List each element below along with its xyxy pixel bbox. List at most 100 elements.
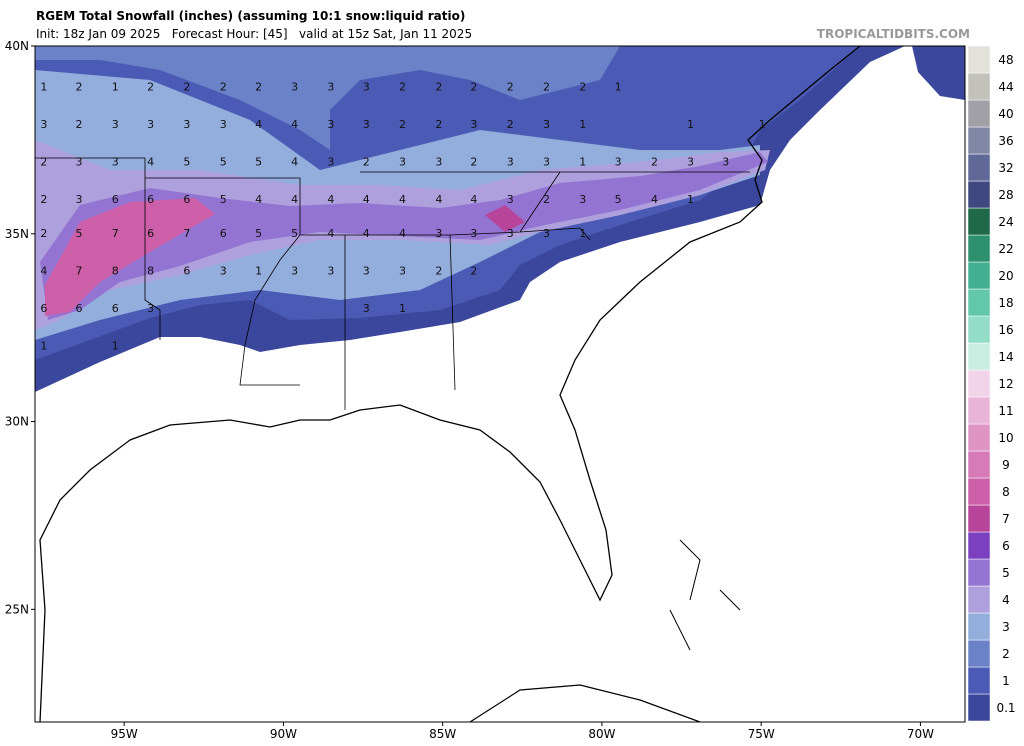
snow-value: 3 bbox=[363, 302, 370, 315]
snow-value: 5 bbox=[615, 193, 622, 206]
snow-value: 3 bbox=[291, 80, 298, 93]
snow-value: 7 bbox=[75, 264, 82, 277]
snow-value: 4 bbox=[363, 193, 370, 206]
snow-value: 3 bbox=[40, 118, 47, 131]
snow-value: 4 bbox=[255, 118, 262, 131]
snow-value: 2 bbox=[75, 80, 82, 93]
snow-value: 2 bbox=[399, 118, 406, 131]
snow-value: 2 bbox=[543, 193, 550, 206]
snow-value: 3 bbox=[399, 155, 406, 168]
snow-value: 1 bbox=[40, 339, 47, 352]
cuba bbox=[469, 684, 701, 722]
snow-value: 3 bbox=[399, 264, 406, 277]
snow-value: 1 bbox=[687, 118, 694, 131]
snow-value: 4 bbox=[327, 193, 334, 206]
snow-value: 3 bbox=[183, 118, 190, 131]
snow-value: 6 bbox=[147, 193, 154, 206]
colorbar-label: 24 bbox=[998, 215, 1013, 229]
snow-value: 4 bbox=[291, 118, 298, 131]
snow-value: 3 bbox=[470, 118, 477, 131]
snow-value: 1 bbox=[40, 80, 47, 93]
colorbar-box bbox=[967, 342, 991, 371]
colorbar-label: 6 bbox=[1002, 539, 1010, 553]
colorbar-box bbox=[967, 99, 991, 128]
snow-value: 5 bbox=[220, 155, 227, 168]
snow-value: 2 bbox=[183, 80, 190, 93]
lon-tick-label: 95W bbox=[111, 727, 138, 741]
colorbar-box bbox=[967, 693, 991, 722]
snow-value: 1 bbox=[579, 155, 586, 168]
colorbar-box bbox=[967, 288, 991, 317]
colorbar-label: 3 bbox=[1002, 620, 1010, 634]
snow-value: 3 bbox=[507, 227, 514, 240]
snow-value: 2 bbox=[40, 155, 47, 168]
colorbar-box bbox=[967, 207, 991, 236]
colorbar: 0.11234567891011121416182022242832364044… bbox=[967, 45, 1016, 722]
snow-band-7-east bbox=[485, 205, 525, 232]
lat-tick-label: 25N bbox=[5, 602, 29, 616]
snow-value: 6 bbox=[147, 227, 154, 240]
colorbar-box bbox=[967, 396, 991, 425]
colorbar-label: 11 bbox=[998, 404, 1013, 418]
snow-band-ocean bbox=[912, 46, 965, 100]
colorbar-box bbox=[967, 558, 991, 587]
snow-value: 3 bbox=[363, 264, 370, 277]
snow-value: 3 bbox=[579, 193, 586, 206]
snow-value: 3 bbox=[327, 118, 334, 131]
snow-value: 7 bbox=[112, 227, 119, 240]
snow-value: 2 bbox=[579, 80, 586, 93]
snow-value: 8 bbox=[112, 264, 119, 277]
snow-value: 3 bbox=[435, 227, 442, 240]
colorbar-box bbox=[967, 477, 991, 506]
snow-value: 2 bbox=[470, 80, 477, 93]
snow-value: 2 bbox=[507, 118, 514, 131]
snow-value: 5 bbox=[255, 155, 262, 168]
snow-value: 6 bbox=[75, 302, 82, 315]
snow-value: 6 bbox=[183, 264, 190, 277]
snow-value: 3 bbox=[220, 118, 227, 131]
snow-value: 2 bbox=[651, 155, 658, 168]
snow-value: 2 bbox=[470, 155, 477, 168]
snow-value: 3 bbox=[687, 155, 694, 168]
snow-value: 1 bbox=[399, 302, 406, 315]
colorbar-box bbox=[967, 423, 991, 452]
snow-value: 5 bbox=[75, 227, 82, 240]
snow-value: 3 bbox=[435, 155, 442, 168]
snow-value: 3 bbox=[507, 155, 514, 168]
colorbar-label: 9 bbox=[1002, 458, 1010, 472]
snow-value: 2 bbox=[507, 80, 514, 93]
snow-value: 2 bbox=[40, 227, 47, 240]
colorbar-box bbox=[967, 666, 991, 695]
snow-value: 6 bbox=[220, 227, 227, 240]
snow-value: 2 bbox=[147, 80, 154, 93]
lon-tick-label: 85W bbox=[429, 727, 456, 741]
snow-value: 3 bbox=[220, 264, 227, 277]
snow-value: 3 bbox=[112, 155, 119, 168]
snow-value: 1 bbox=[615, 80, 622, 93]
snow-value: 5 bbox=[183, 155, 190, 168]
snow-band-7 bbox=[45, 198, 215, 316]
snow-value: 2 bbox=[399, 80, 406, 93]
colorbar-box bbox=[967, 450, 991, 479]
state-lines bbox=[35, 157, 750, 410]
snow-value: 1 bbox=[687, 193, 694, 206]
snow-value: 3 bbox=[470, 227, 477, 240]
snow-value: 4 bbox=[327, 227, 334, 240]
snow-value: 5 bbox=[291, 227, 298, 240]
snow-value: 8 bbox=[147, 264, 154, 277]
snow-value: 4 bbox=[470, 193, 477, 206]
colorbar-box bbox=[967, 504, 991, 533]
colorbar-label: 36 bbox=[998, 134, 1013, 148]
colorbar-box bbox=[967, 612, 991, 641]
colorbar-label: 44 bbox=[998, 80, 1013, 94]
colorbar-label: 22 bbox=[998, 242, 1013, 256]
colorbar-label: 5 bbox=[1002, 566, 1010, 580]
snow-value: 4 bbox=[147, 155, 154, 168]
colorbar-label: 2 bbox=[1002, 647, 1010, 661]
colorbar-box bbox=[967, 234, 991, 263]
snow-value: 4 bbox=[435, 193, 442, 206]
colorbar-box bbox=[967, 261, 991, 290]
snow-value: 1 bbox=[112, 339, 119, 352]
colorbar-box bbox=[967, 531, 991, 560]
